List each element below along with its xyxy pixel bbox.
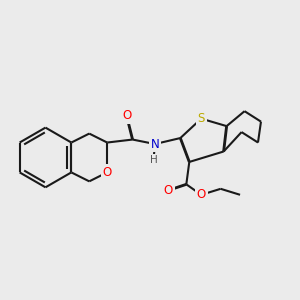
Text: O: O xyxy=(164,184,173,197)
Text: N: N xyxy=(151,137,159,151)
Text: H: H xyxy=(150,155,157,166)
Text: O: O xyxy=(103,166,112,179)
Text: O: O xyxy=(122,109,131,122)
Text: S: S xyxy=(198,112,205,125)
Text: O: O xyxy=(196,188,206,201)
